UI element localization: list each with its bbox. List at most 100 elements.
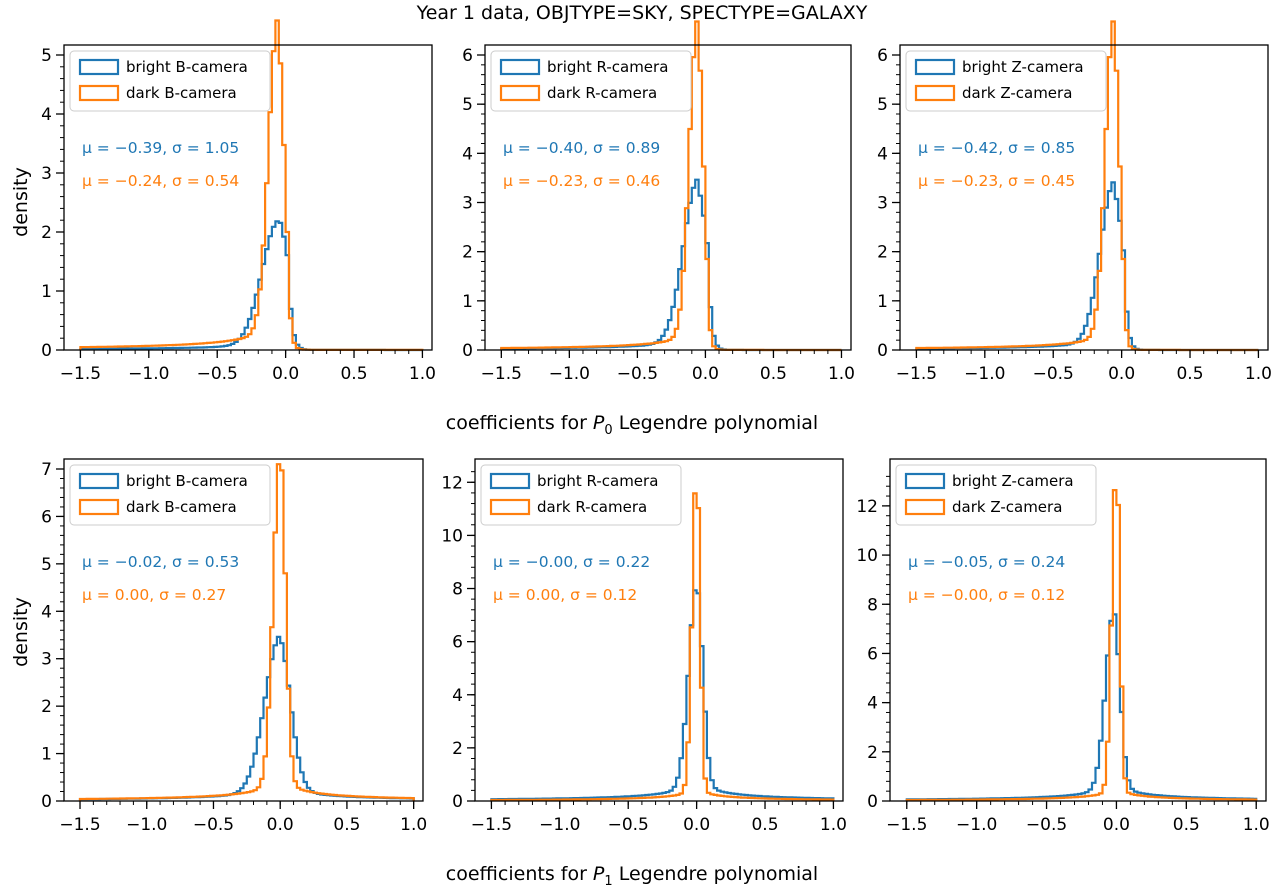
- x-tick-label: −1.5: [60, 364, 101, 384]
- histogram-dark: [490, 492, 835, 802]
- axes-frame: [63, 44, 433, 351]
- legend-label: bright R-camera: [537, 472, 658, 490]
- panel-5: −1.5 −1.0 −0.5 0.0 0.5 1.0 0 2 4 6 8 10 12 bright R-c…: [441, 458, 847, 835]
- x-tick-label: 0.0: [1103, 815, 1130, 835]
- histogram-bright: [78, 635, 415, 801]
- y-tick-label: 0: [452, 792, 463, 812]
- y-tick-label: 3: [462, 194, 473, 214]
- row-label-p0: coefficients for P0 Legendre polynomial: [446, 412, 818, 438]
- panel-3: −1.5 −1.0 −0.5 0.0 0.5 1.0 0 1 2 3 4 5 6 bright Z-cam…: [877, 20, 1272, 384]
- x-tick-label: 0.5: [340, 364, 367, 384]
- x-tick-label: 0.5: [751, 815, 778, 835]
- x-tick-label: −0.5: [617, 364, 658, 384]
- y-tick-label: 6: [452, 633, 463, 653]
- stats-annotation-bright: μ = −0.39, σ = 1.05: [82, 139, 239, 157]
- histogram-bright: [490, 589, 835, 801]
- y-tick-label: 0: [462, 341, 473, 361]
- stats-annotation-dark: μ = 0.00, σ = 0.27: [82, 586, 226, 604]
- x-tick-label: 1.0: [1245, 364, 1272, 384]
- y-tick-label: 4: [462, 144, 473, 164]
- legend-swatch: [78, 84, 120, 102]
- legend-box: [895, 464, 1097, 526]
- y-tick-label: 5: [41, 46, 52, 66]
- legend-label: bright B-camera: [126, 472, 248, 490]
- y-tick-label: 2: [462, 243, 473, 263]
- legend-label: bright B-camera: [126, 58, 248, 76]
- y-tick-label: 6: [867, 644, 878, 664]
- legend-swatch: [914, 58, 956, 76]
- legend-box: [905, 50, 1107, 112]
- legend: bright Z-camera dark Z-camera: [905, 50, 1107, 112]
- x-tick-label: −1.5: [896, 364, 937, 384]
- y-tick-label: 3: [41, 650, 52, 670]
- x-tick-label: 0.5: [333, 815, 360, 835]
- y-tick-label: 2: [41, 697, 52, 717]
- row-label-p1: coefficients for P1 Legendre polynomial: [446, 863, 818, 889]
- y-tick-label: 12: [441, 473, 463, 493]
- x-tick-label: −0.5: [1026, 815, 1067, 835]
- axes-frame: [889, 458, 1267, 802]
- y-tick-label: 1: [41, 745, 52, 765]
- stats-annotation-bright: μ = −0.00, σ = 0.22: [493, 553, 650, 571]
- legend-label: bright Z-camera: [952, 472, 1074, 490]
- legend-label: dark R-camera: [537, 498, 647, 516]
- y-tick-label: 1: [41, 282, 52, 302]
- y-tick-label: 6: [877, 46, 888, 66]
- stats-annotation-bright: μ = −0.40, σ = 0.89: [503, 139, 660, 157]
- legend-swatch: [489, 472, 531, 490]
- y-tick-label: 0: [877, 341, 888, 361]
- x-tick-label: 0.5: [760, 364, 787, 384]
- y-tick-label: 8: [452, 580, 463, 600]
- histogram-bright: [905, 613, 1258, 801]
- histogram-dark: [905, 489, 1258, 802]
- x-tick-label: 1.0: [820, 815, 847, 835]
- panel-6: −1.5 −1.0 −0.5 0.0 0.5 1.0 0 2 4 6 8 10 12 bright Z-c…: [856, 458, 1270, 835]
- legend-label: dark B-camera: [126, 498, 237, 516]
- x-tick-label: −1.0: [539, 815, 580, 835]
- y-tick-label: 0: [867, 792, 878, 812]
- x-tick-label: 0.0: [267, 815, 294, 835]
- axes-frame: [474, 458, 844, 802]
- x-tick-label: 0.5: [1173, 815, 1200, 835]
- legend-label: bright Z-camera: [962, 58, 1084, 76]
- x-tick-label: −0.5: [1033, 364, 1074, 384]
- y-tick-label: 0: [41, 341, 52, 361]
- histogram-bright: [915, 181, 1259, 352]
- y-tick-label: 4: [877, 144, 888, 164]
- legend-box: [69, 464, 271, 526]
- histogram-dark: [78, 463, 415, 801]
- legend-box: [69, 50, 271, 112]
- axes-frame: [899, 44, 1269, 351]
- x-tick-label: 0.5: [1176, 364, 1203, 384]
- panel-2: −1.5 −1.0 −0.5 0.0 0.5 1.0 0 1 2 3 4 5 6 bright R-cam…: [462, 20, 855, 384]
- stats-annotation-dark: μ = −0.24, σ = 0.54: [82, 172, 239, 190]
- legend-swatch: [78, 498, 120, 516]
- y-tick-label: 6: [462, 46, 473, 66]
- stats-annotation-dark: μ = 0.00, σ = 0.12: [493, 586, 637, 604]
- y-tick-label: 7: [41, 460, 52, 480]
- y-tick-label: 5: [877, 95, 888, 115]
- y-tick-label: 4: [41, 105, 52, 125]
- legend-label: dark Z-camera: [962, 84, 1072, 102]
- legend-swatch: [499, 84, 541, 102]
- x-tick-label: 0.0: [1108, 364, 1135, 384]
- x-tick-label: −1.0: [128, 364, 169, 384]
- x-tick-label: −1.0: [964, 364, 1005, 384]
- legend: bright R-camera dark R-camera: [490, 50, 692, 112]
- x-tick-label: −1.5: [481, 364, 522, 384]
- stats-annotation-bright: μ = −0.02, σ = 0.53: [82, 553, 239, 571]
- axes-frame: [484, 44, 852, 351]
- x-tick-label: −1.5: [471, 815, 512, 835]
- y-tick-label: 0: [41, 792, 52, 812]
- ylabel-bottom: density: [10, 597, 32, 667]
- y-tick-label: 2: [41, 223, 52, 243]
- legend-label: bright R-camera: [547, 58, 668, 76]
- x-tick-label: −1.5: [886, 815, 927, 835]
- legend-swatch: [499, 58, 541, 76]
- x-tick-label: −1.5: [59, 815, 100, 835]
- legend: bright B-camera dark B-camera: [69, 464, 271, 526]
- legend: bright B-camera dark B-camera: [69, 50, 271, 112]
- ylabel-top: density: [10, 167, 32, 237]
- y-tick-label: 6: [41, 507, 52, 527]
- y-tick-label: 12: [856, 497, 878, 517]
